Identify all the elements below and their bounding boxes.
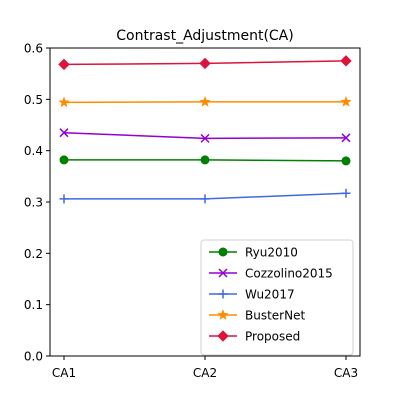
y-tick-label: 0.1 — [24, 298, 43, 312]
x-tick-label: CA1 — [52, 366, 76, 380]
legend-label-ryu2010: Ryu2010 — [245, 246, 298, 260]
data-point-cozzolino2015 — [341, 133, 351, 143]
y-tick-label: 0.5 — [24, 93, 43, 107]
y-tick-label: 0.3 — [24, 196, 43, 210]
legend-marker-cozzolino2015 — [218, 268, 228, 278]
legend-label-cozzolino2015: Cozzolino2015 — [245, 267, 333, 281]
legend-label-proposed: Proposed — [245, 330, 300, 344]
y-tick-label: 0.0 — [24, 350, 43, 364]
legend: Ryu2010 Cozzolino2015 Wu2017 BusterNet Propo… — [200, 239, 354, 356]
legend-label-busternet: BusterNet — [245, 309, 305, 323]
data-point-ryu2010 — [341, 156, 351, 166]
x-tick-label: CA2 — [193, 366, 217, 380]
data-point-wu2017 — [341, 188, 351, 198]
y-tick-label: 0.4 — [24, 144, 43, 158]
legend-entry-wu2017: Wu2017 — [209, 288, 295, 302]
legend-entry-proposed: Proposed — [209, 330, 300, 344]
legend-marker-busternet — [217, 309, 229, 320]
y-tick-label: 0.6 — [24, 42, 43, 56]
data-point-wu2017 — [59, 194, 69, 204]
data-point-busternet — [340, 95, 352, 107]
data-point-proposed — [58, 58, 70, 71]
legend-marker-ryu2010 — [218, 247, 228, 257]
legend-marker-wu2017 — [218, 289, 228, 299]
x-tick-label: CA3 — [334, 366, 358, 380]
legend-label-wu2017: Wu2017 — [245, 288, 295, 302]
chart-title: Contrast_Adjustment(CA) — [116, 28, 293, 44]
data-point-cozzolino2015 — [200, 133, 210, 143]
data-point-cozzolino2015 — [59, 128, 69, 138]
data-point-ryu2010 — [200, 155, 210, 165]
y-tick-label: 0.2 — [24, 247, 43, 261]
data-point-wu2017 — [200, 194, 210, 204]
legend-entry-cozzolino2015: Cozzolino2015 — [209, 267, 333, 281]
data-point-busternet — [199, 95, 211, 107]
legend-entry-busternet: BusterNet — [209, 309, 305, 323]
data-point-proposed — [199, 57, 211, 70]
legend-box — [200, 239, 354, 356]
legend-marker-proposed — [217, 330, 229, 342]
legend-entry-ryu2010: Ryu2010 — [209, 246, 298, 260]
data-point-proposed — [340, 55, 352, 67]
data-point-ryu2010 — [59, 155, 69, 165]
data-point-busternet — [58, 96, 70, 108]
plot-frame — [49, 47, 361, 357]
